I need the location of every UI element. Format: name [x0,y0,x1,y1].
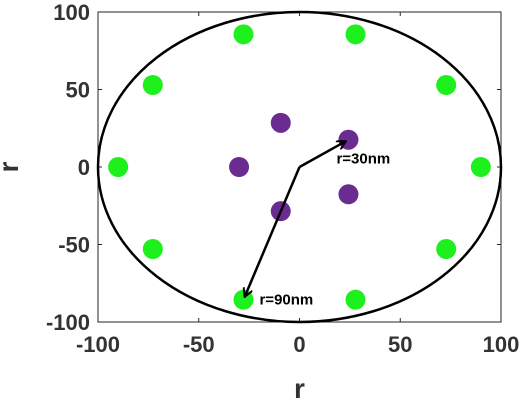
outer-point [345,289,366,310]
y-axis-label: r [0,161,24,172]
outer-point [233,289,254,310]
inner-point [270,112,291,133]
y-tick-label: 100 [53,0,90,25]
outer-point [108,157,129,177]
outer-point [470,157,491,177]
outer-point [142,238,163,259]
x-tick-label: 0 [293,332,305,357]
x-tick-label: 100 [483,332,520,357]
x-tick-label: 50 [388,332,412,357]
y-tick-label: 50 [66,78,90,103]
y-tick-label: -50 [58,233,90,258]
inner-point [229,157,250,177]
annotation-arrow [298,142,345,169]
inner-point [338,184,359,205]
annotation-label: r=90nm [259,292,313,309]
outer-point [436,238,457,259]
annotation-label: r=30nm [336,151,390,168]
y-tick-label: -100 [46,310,90,335]
outer-point [142,75,163,96]
x-tick-label: -50 [183,332,215,357]
x-tick-label: -100 [76,332,120,357]
y-tick-label: 0 [78,155,90,180]
outer-point [436,75,457,96]
annotation-arrow [245,166,301,296]
x-axis-label: r [294,373,305,403]
outer-point [345,24,366,45]
inner-point [338,129,359,150]
boundary-circle [96,10,503,324]
outer-point [233,24,254,45]
